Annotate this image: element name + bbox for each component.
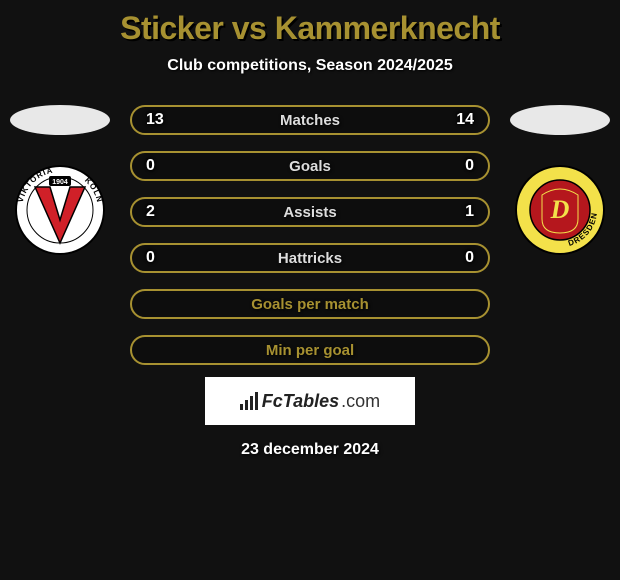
stat-label: Assists [283, 204, 336, 221]
club-badge-left: 1904 VIKTORIA KÖLN [15, 165, 105, 255]
stat-row-hattricks: 0 Hattricks 0 [130, 243, 490, 273]
stat-right-value: 0 [452, 157, 474, 175]
fctables-logo[interactable]: FcTables.com [205, 377, 415, 425]
stat-left-value: 2 [146, 203, 168, 221]
stat-right-value: 0 [452, 249, 474, 267]
player-left-avatar-placeholder [10, 105, 110, 135]
player-left-column: 1904 VIKTORIA KÖLN [0, 105, 120, 255]
stat-left-value: 0 [146, 249, 168, 267]
svg-text:1904: 1904 [52, 179, 68, 186]
date-text: 23 december 2024 [241, 441, 379, 459]
player-right-avatar-placeholder [510, 105, 610, 135]
subtitle: Club competitions, Season 2024/2025 [167, 57, 452, 75]
logo-text-bold: FcTables [262, 391, 339, 412]
stat-row-goals: 0 Goals 0 [130, 151, 490, 181]
stats-column: 13 Matches 14 0 Goals 0 2 Assists 1 0 Ha… [130, 105, 490, 365]
logo-text-tail: .com [341, 391, 380, 412]
player-right-column: D DRESDEN [500, 105, 620, 255]
stat-row-assists: 2 Assists 1 [130, 197, 490, 227]
stat-label: Goals [289, 158, 331, 175]
stat-label: Hattricks [278, 250, 342, 267]
dynamo-dresden-crest-icon: D DRESDEN [515, 165, 605, 255]
stat-right-value: 1 [452, 203, 474, 221]
stat-row-matches: 13 Matches 14 [130, 105, 490, 135]
stat-label: Matches [280, 112, 340, 129]
stat-left-value: 0 [146, 157, 168, 175]
club-badge-right: D DRESDEN [515, 165, 605, 255]
stat-row-goals-per-match: Goals per match [130, 289, 490, 319]
stat-label: Goals per match [251, 296, 369, 313]
stat-right-value: 14 [452, 111, 474, 129]
stat-left-value: 13 [146, 111, 168, 129]
stat-row-min-per-goal: Min per goal [130, 335, 490, 365]
stat-label: Min per goal [266, 342, 354, 359]
main-row: 1904 VIKTORIA KÖLN 13 Matches 14 0 [0, 105, 620, 365]
page-title: Sticker vs Kammerknecht [120, 10, 500, 47]
svg-text:D: D [550, 195, 570, 224]
bar-chart-icon [240, 392, 258, 410]
viktoria-koln-crest-icon: 1904 VIKTORIA KÖLN [15, 165, 105, 255]
comparison-infographic: Sticker vs Kammerknecht Club competition… [0, 0, 620, 459]
